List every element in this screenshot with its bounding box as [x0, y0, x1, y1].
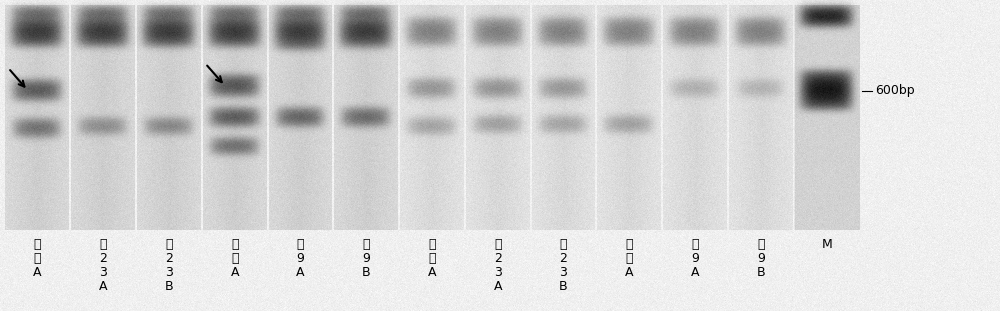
Text: 非
中
A: 非 中 A [231, 238, 239, 279]
Text: 金
2
3
B: 金 2 3 B [165, 238, 173, 293]
Text: M: M [822, 238, 832, 251]
Text: 600bp: 600bp [875, 84, 915, 97]
Text: 金
2
3
A: 金 2 3 A [99, 238, 107, 293]
Text: 非
中
A: 非 中 A [625, 238, 633, 279]
Text: 非
金
A: 非 金 A [33, 238, 41, 279]
Text: 中
9
A: 中 9 A [691, 238, 699, 279]
Text: 金
2
3
A: 金 2 3 A [494, 238, 502, 293]
Text: 中
9
B: 中 9 B [757, 238, 765, 279]
Text: 非
金
A: 非 金 A [428, 238, 436, 279]
Text: 中
9
B: 中 9 B [362, 238, 370, 279]
Text: 中
9
A: 中 9 A [296, 238, 304, 279]
Text: 金
2
3
B: 金 2 3 B [559, 238, 567, 293]
